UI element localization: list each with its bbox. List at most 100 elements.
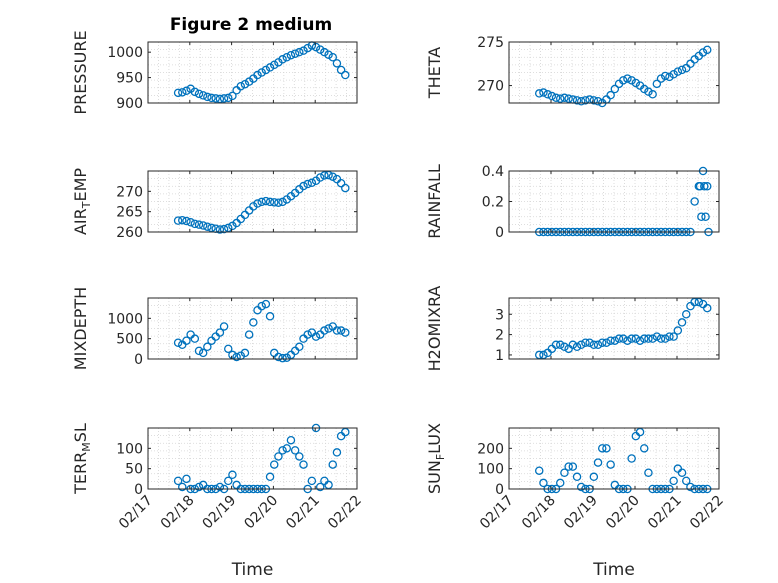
data-point [299,46,308,55]
data-point [589,472,599,482]
data-point [315,45,325,54]
data-point [194,346,204,356]
data-point [320,47,329,57]
data-point [261,196,271,206]
data-point [551,93,561,103]
data-point [182,86,191,96]
data-point [665,332,674,341]
data-point [652,79,662,89]
data-point [219,224,229,234]
data-point [673,67,683,76]
y-tick-label: 100 [116,441,143,457]
data-point [555,478,565,488]
data-point [315,173,325,182]
data-point [572,342,582,352]
data-point [665,72,674,82]
axes-box [147,41,358,104]
data-point [315,482,325,492]
y-tick-label: 270 [477,79,504,95]
data-point [618,334,628,343]
data-point [639,334,649,343]
data-point [290,446,300,455]
data-point [677,65,687,75]
figure-title: Figure 2 medium [170,15,332,35]
data-point [644,468,653,477]
data-point [198,221,208,230]
data-point [681,310,691,319]
data-point [303,43,312,53]
data-point [690,197,699,206]
data-point [257,68,266,77]
y-tick-label: 270 [116,184,143,200]
data-point [564,462,573,471]
data-point [631,334,641,343]
data-point [639,444,649,453]
data-point [182,216,191,226]
data-point [555,94,565,103]
data-point [219,94,229,103]
data-point [644,87,653,96]
data-point [606,90,615,100]
y-tick-label: 2 [495,328,504,344]
data-point [236,81,246,91]
data-point [269,460,279,469]
data-point [627,334,636,343]
data-point [295,47,304,57]
data-point [194,89,204,99]
data-point [576,97,586,106]
data-point [215,482,225,492]
data-point [639,84,649,94]
data-point [320,171,329,180]
data-point [173,88,183,98]
axes-box [508,41,720,104]
data-point [265,472,275,482]
data-point [173,216,183,225]
y-tick-label: 1000 [107,311,143,327]
data-point [602,338,611,347]
data-point [539,88,548,97]
data-point [606,460,615,469]
data-point [307,178,317,188]
y-tick-label: 265 [116,205,143,221]
data-point [265,63,275,72]
data-point [299,460,308,469]
data-point [274,452,283,461]
data-point [194,220,204,229]
data-point [265,197,275,207]
data-point [320,326,329,335]
data-point [261,299,271,309]
data-point [203,222,212,231]
data-point [593,340,603,350]
data-point [328,53,338,62]
data-point [610,336,620,345]
data-point [336,178,346,188]
data-point [178,215,187,225]
data-point [190,87,200,97]
data-point [631,78,641,88]
data-point [593,458,603,467]
data-point [534,466,544,475]
subplot-pressure: 900 950 1000 PRESSURE [71,30,358,115]
subplot-mixdepth: 0 500 1000 MIXDEPTH [71,287,358,370]
data-point [253,199,262,208]
data-point [328,172,338,181]
data-point [686,59,695,69]
data-point [253,70,262,80]
data-point [572,472,582,482]
data-point [555,340,565,350]
y-axis-label: MIXDEPTH [71,287,90,370]
data-point [240,348,250,358]
data-point [623,74,632,83]
data-point [677,318,687,327]
data-point [244,330,254,339]
data-point [282,444,292,453]
data-point [332,448,342,457]
data-point [224,476,233,486]
data-point [341,183,350,193]
y-tick-label: 900 [116,96,143,112]
data-point [576,340,586,350]
data-point [324,324,333,333]
data-point [534,89,544,98]
